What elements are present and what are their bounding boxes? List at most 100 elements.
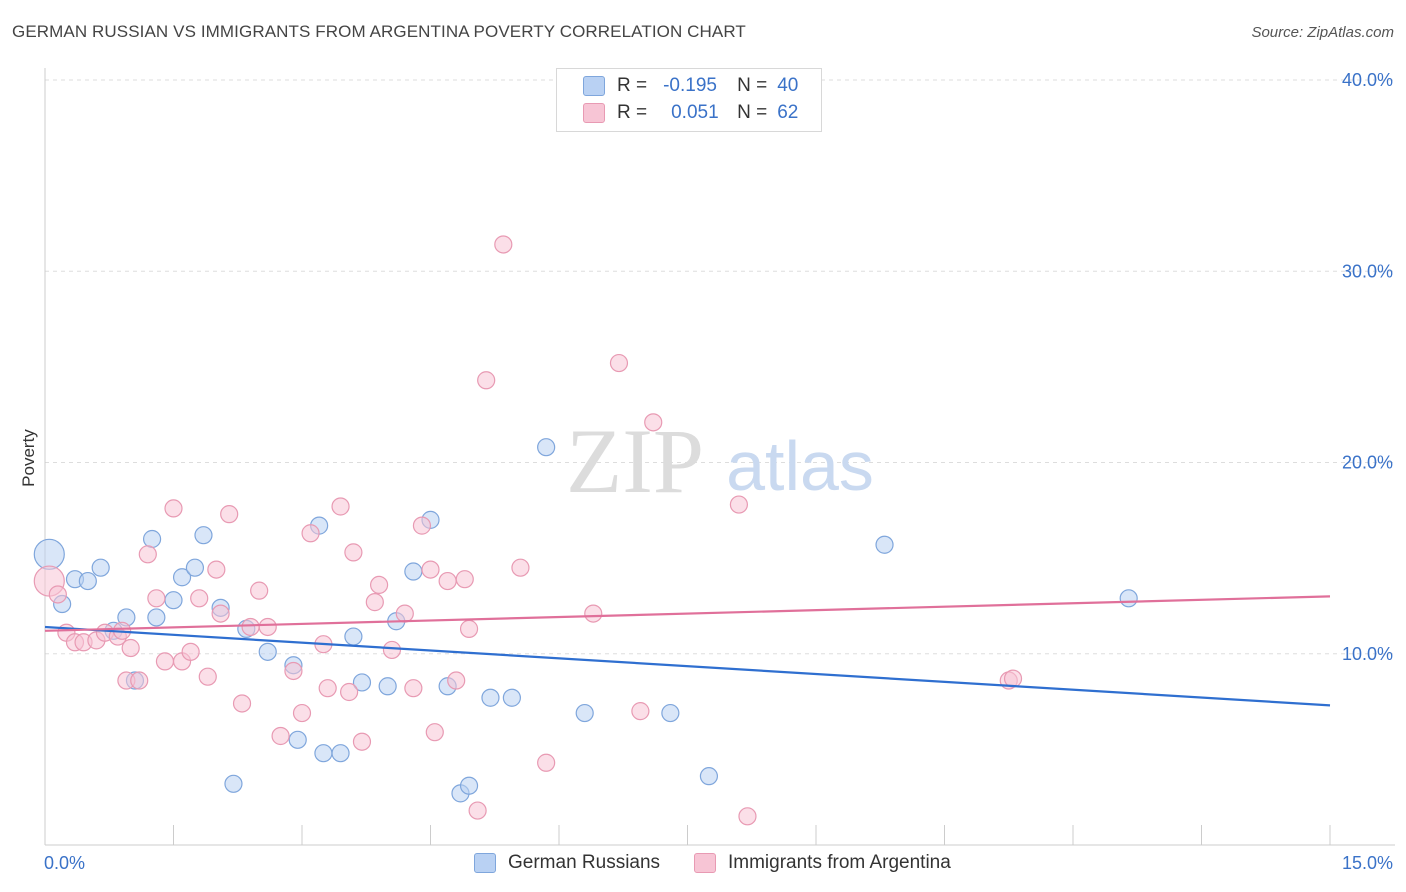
y-tick-label: 20.0% xyxy=(1342,453,1393,473)
argentina-point xyxy=(631,702,650,721)
argentina-point xyxy=(271,726,290,746)
legend-r-label: R = xyxy=(617,102,648,123)
german-russians-point xyxy=(172,568,192,587)
argentina-point xyxy=(584,604,603,623)
argentina-point xyxy=(494,235,513,254)
blue-swatch-icon xyxy=(583,76,605,96)
german-russians-point xyxy=(1119,589,1138,608)
argentina-point xyxy=(609,353,629,373)
argentina-point xyxy=(477,371,496,390)
german-russians-point xyxy=(147,608,166,627)
argentina-point xyxy=(211,604,230,623)
axes xyxy=(44,68,1395,846)
argentina-point xyxy=(404,679,423,698)
bottom-legend-german-russians: German Russians xyxy=(474,852,660,874)
legend-n-label: N = xyxy=(737,75,768,96)
german-russians-point xyxy=(344,627,363,646)
german-russians-point xyxy=(78,571,97,591)
argentina-point xyxy=(147,589,166,608)
legend-r-label: R = xyxy=(617,75,648,96)
legend-n-value: 62 xyxy=(777,102,799,123)
watermark-atlas: atlas xyxy=(726,427,874,505)
argentina-point xyxy=(164,499,183,518)
series-name-german-russians: German Russians xyxy=(508,852,661,873)
pink-swatch-icon xyxy=(694,853,716,873)
german-russians-point xyxy=(404,562,423,581)
argentina-point xyxy=(1003,669,1023,688)
german-russians-point xyxy=(459,776,479,795)
german-russians-point xyxy=(502,688,521,707)
german-russians-point xyxy=(194,526,213,545)
argentina-point xyxy=(292,703,312,723)
pink-swatch-icon xyxy=(583,103,605,123)
legend-n-label: N = xyxy=(737,102,768,123)
y-tick-label: 40.0% xyxy=(1342,70,1393,90)
argentina-point xyxy=(344,543,363,562)
blue-swatch-icon xyxy=(474,853,496,873)
german-russians-point xyxy=(537,438,556,457)
argentina-point xyxy=(241,617,260,637)
argentina-point xyxy=(395,604,414,623)
argentina-point xyxy=(365,593,384,612)
argentina-point xyxy=(220,505,239,524)
argentina-point xyxy=(207,560,226,579)
argentina-point xyxy=(181,642,200,661)
argentina-point xyxy=(644,413,663,432)
y-tick-label: 10.0% xyxy=(1342,644,1393,664)
argentina-point xyxy=(250,581,269,600)
argentina-point xyxy=(284,661,303,681)
german-russians-point xyxy=(481,688,500,707)
argentina-point xyxy=(537,753,556,772)
argentina-point xyxy=(340,682,359,702)
y-tick-label: 30.0% xyxy=(1342,261,1393,281)
chart-title: GERMAN RUSSIAN VS IMMIGRANTS FROM ARGENT… xyxy=(12,22,746,41)
german-russians-point xyxy=(314,744,333,763)
argentina-point xyxy=(738,807,757,826)
x-tick-label: 0.0% xyxy=(44,853,85,873)
argentina-point xyxy=(130,671,149,690)
argentina-point xyxy=(370,575,389,595)
legend-row-immigrants-argentina: R = 0.051 N = 62 xyxy=(583,100,798,126)
german-russians-point xyxy=(661,703,680,723)
german-russians-trend-line xyxy=(44,625,1331,707)
data-points xyxy=(33,235,1138,826)
argentina-point xyxy=(447,671,466,690)
argentina-point xyxy=(455,570,474,589)
argentina-point xyxy=(190,589,209,608)
argentina-point xyxy=(198,667,217,686)
correlation-legend: R = -0.195 N = 40 R = 0.051 N = 62 xyxy=(556,68,822,132)
argentina-point xyxy=(155,652,175,671)
argentina-point xyxy=(425,723,444,742)
source-label: Source: ZipAtlas.com xyxy=(1251,24,1394,41)
german-russians-point xyxy=(699,767,719,786)
german-russians-point xyxy=(33,538,65,570)
german-russians-point xyxy=(224,774,243,793)
argentina-point xyxy=(352,732,372,751)
german-russians-point xyxy=(164,591,183,610)
german-russians-point xyxy=(288,730,307,749)
argentina-point xyxy=(138,545,157,564)
legend-r-value: 0.051 xyxy=(671,102,719,123)
legend-r-value: -0.195 xyxy=(663,75,717,96)
german-russians-point xyxy=(91,558,110,577)
argentina-point xyxy=(468,801,487,820)
series-name-immigrants-argentina: Immigrants from Argentina xyxy=(728,852,951,873)
legend-row-german-russians: R = -0.195 N = 40 xyxy=(583,73,798,99)
german-russians-point xyxy=(575,703,594,723)
argentina-point xyxy=(511,558,530,577)
german-russians-point xyxy=(378,677,397,696)
trend-lines xyxy=(44,595,1331,707)
german-russians-point xyxy=(875,535,894,554)
argentina-point xyxy=(121,638,140,658)
tick-labels: 10.0% 20.0% 30.0% 40.0% 0.0% 15.0% xyxy=(44,70,1393,873)
watermark-zip: ZIP xyxy=(566,410,704,512)
german-russians-point xyxy=(185,558,205,577)
bottom-legend-immigrants-argentina: Immigrants from Argentina xyxy=(694,852,951,874)
legend-n-value: 40 xyxy=(777,75,799,96)
german-russians-point xyxy=(352,673,372,692)
argentina-point xyxy=(438,571,457,591)
grid-lines xyxy=(45,79,1395,655)
argentina-trend-line xyxy=(44,595,1331,632)
german-russians-point xyxy=(331,744,350,763)
